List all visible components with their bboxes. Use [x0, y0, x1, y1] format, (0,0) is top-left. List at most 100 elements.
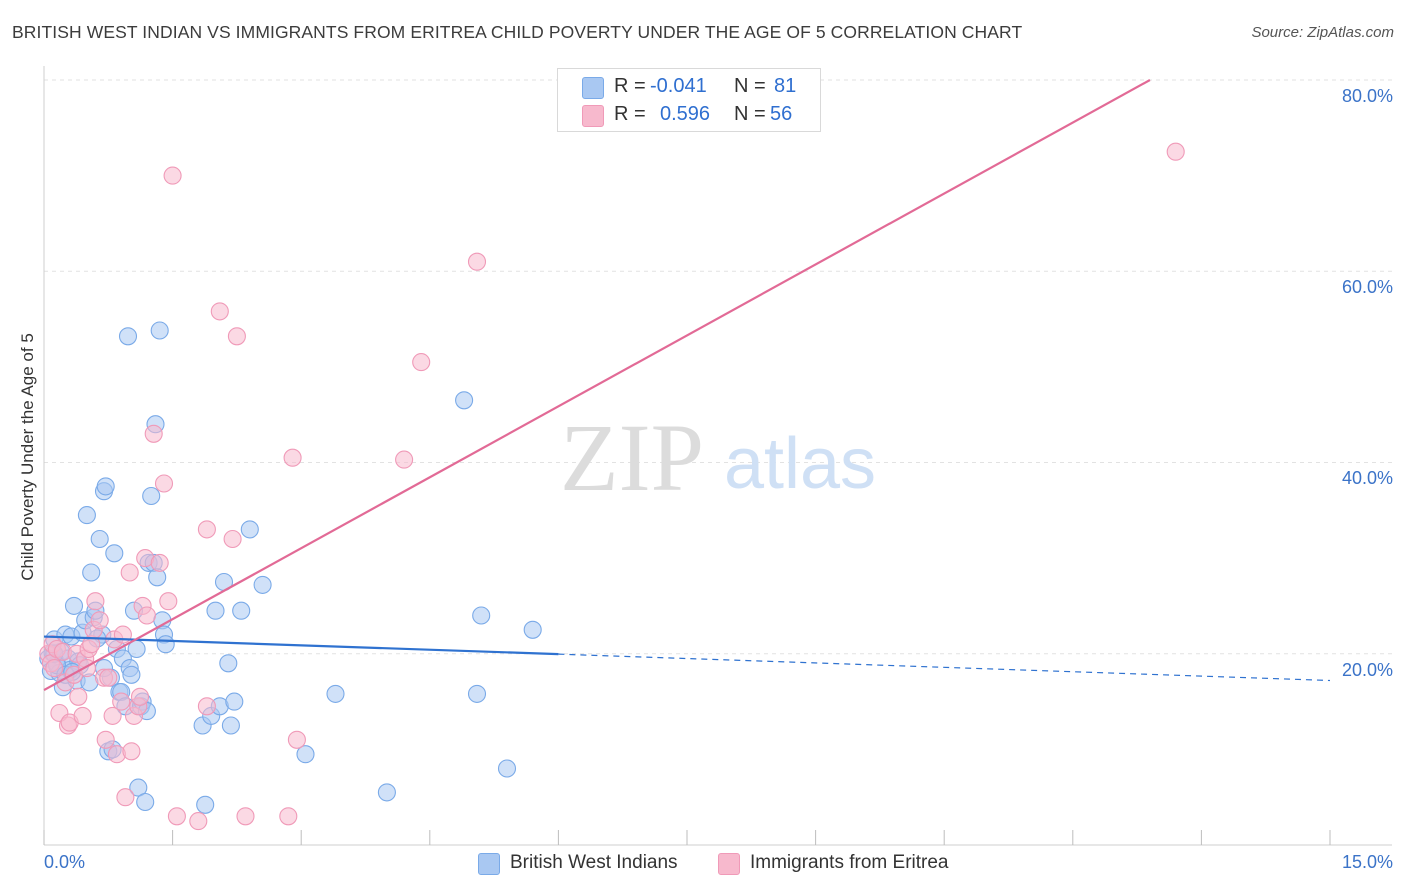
data-point [150, 553, 169, 572]
legend-swatch-pink [718, 853, 740, 875]
data-point [144, 424, 163, 443]
data-point [197, 520, 216, 539]
data-point [156, 635, 175, 654]
data-point [64, 596, 84, 615]
data-point [232, 601, 251, 620]
data-point [103, 706, 122, 725]
legend-item-label: Immigrants from Eritrea [750, 852, 949, 873]
data-point [225, 692, 244, 711]
data-point [150, 321, 169, 340]
legend-n-value: 56 [770, 103, 793, 125]
legend-swatch-pink [582, 105, 604, 127]
data-point [206, 601, 225, 620]
data-point [472, 606, 491, 625]
grid-lines [44, 79, 1392, 655]
data-point [163, 166, 182, 185]
data-point [296, 745, 315, 764]
trend-line-british-west-indians [43, 635, 559, 656]
trend-line-immigrants-from-eritrea [43, 79, 1151, 692]
legend-item-immigrants-from-eritrea: Immigrants from Eritrea [718, 852, 978, 876]
trend-line-british-west-indians-dashed [558, 653, 1331, 682]
data-point [112, 692, 131, 711]
x-tick-label-max: 15.0% [1341, 852, 1393, 872]
legend-row-blue: R = -0.041 N = 81 [582, 73, 812, 101]
correlation-legend: R = -0.041 N = 81 R = 0.596 N = 56 [557, 68, 821, 132]
legend-r-value: 0.596 [660, 103, 711, 125]
data-point [120, 563, 139, 582]
data-point [219, 654, 238, 673]
data-point [197, 697, 216, 716]
data-point [189, 812, 208, 831]
legend-n-label: N = [734, 103, 766, 125]
trend-lines [43, 79, 1331, 692]
source-label: Source: ZipAtlas.com [1251, 24, 1394, 41]
watermark-atlas: atlas [724, 424, 876, 504]
data-point [467, 252, 487, 271]
y-tick-label: 40.0% [1341, 468, 1393, 488]
legend-swatch-blue [478, 853, 500, 875]
data-point [283, 448, 302, 467]
data-point [196, 795, 215, 814]
axes [43, 66, 1392, 846]
data-point [167, 807, 186, 826]
data-point [77, 506, 96, 525]
data-point [136, 792, 155, 812]
data-point [227, 327, 246, 346]
legend-r-label: R = [614, 103, 646, 125]
data-point [240, 520, 259, 539]
legend-n-label: N = [734, 75, 766, 97]
data-point [45, 659, 64, 678]
data-point [377, 783, 396, 802]
data-point [116, 788, 135, 807]
data-point [523, 620, 542, 639]
data-point [142, 486, 161, 506]
data-point [154, 474, 174, 493]
series-immigrants-from-eritrea [39, 142, 1185, 831]
data-point [96, 730, 115, 749]
legend-r-label: R = [614, 75, 646, 97]
data-point [210, 302, 229, 321]
data-point [105, 544, 124, 563]
data-point [279, 807, 298, 826]
data-point [287, 730, 306, 749]
data-point [90, 611, 109, 630]
data-point [122, 742, 141, 761]
data-point [137, 606, 156, 625]
data-point [73, 706, 92, 725]
x-tick-label-min: 0.0% [44, 852, 86, 872]
data-point [326, 684, 345, 703]
data-point [395, 450, 414, 469]
data-point [467, 684, 487, 703]
y-axis-label: Child Poverty Under the Age of 5 [18, 333, 37, 581]
data-point [118, 327, 138, 346]
chart-title: BRITISH WEST INDIAN VS IMMIGRANTS FROM E… [12, 22, 1023, 42]
y-tick-label: 80.0% [1341, 86, 1393, 106]
data-point [221, 716, 240, 735]
data-point [412, 353, 431, 372]
data-point [96, 477, 115, 496]
data-point [159, 592, 178, 611]
legend-r-value: -0.041 [650, 75, 707, 97]
legend-item-british-west-indians: British West Indians [478, 852, 698, 876]
data-point [86, 592, 105, 611]
data-point [253, 575, 272, 594]
legend-item-label: British West Indians [510, 852, 678, 873]
data-point [90, 529, 109, 549]
data-point [1166, 142, 1185, 161]
data-point [122, 665, 141, 684]
legend-row-pink: R = 0.596 N = 56 [582, 101, 812, 129]
data-point [69, 687, 88, 706]
data-point [129, 778, 148, 797]
watermark-zip: ZIP [560, 404, 704, 511]
legend-n-value: 81 [774, 75, 797, 97]
data-point [113, 625, 132, 644]
watermark: ZIP atlas [560, 404, 876, 511]
data-point [99, 668, 118, 687]
data-point [82, 563, 101, 582]
data-point [497, 759, 517, 778]
data-point [223, 529, 242, 549]
y-tick-label: 20.0% [1341, 660, 1393, 680]
data-point [236, 807, 255, 826]
legend-swatch-blue [582, 77, 604, 99]
